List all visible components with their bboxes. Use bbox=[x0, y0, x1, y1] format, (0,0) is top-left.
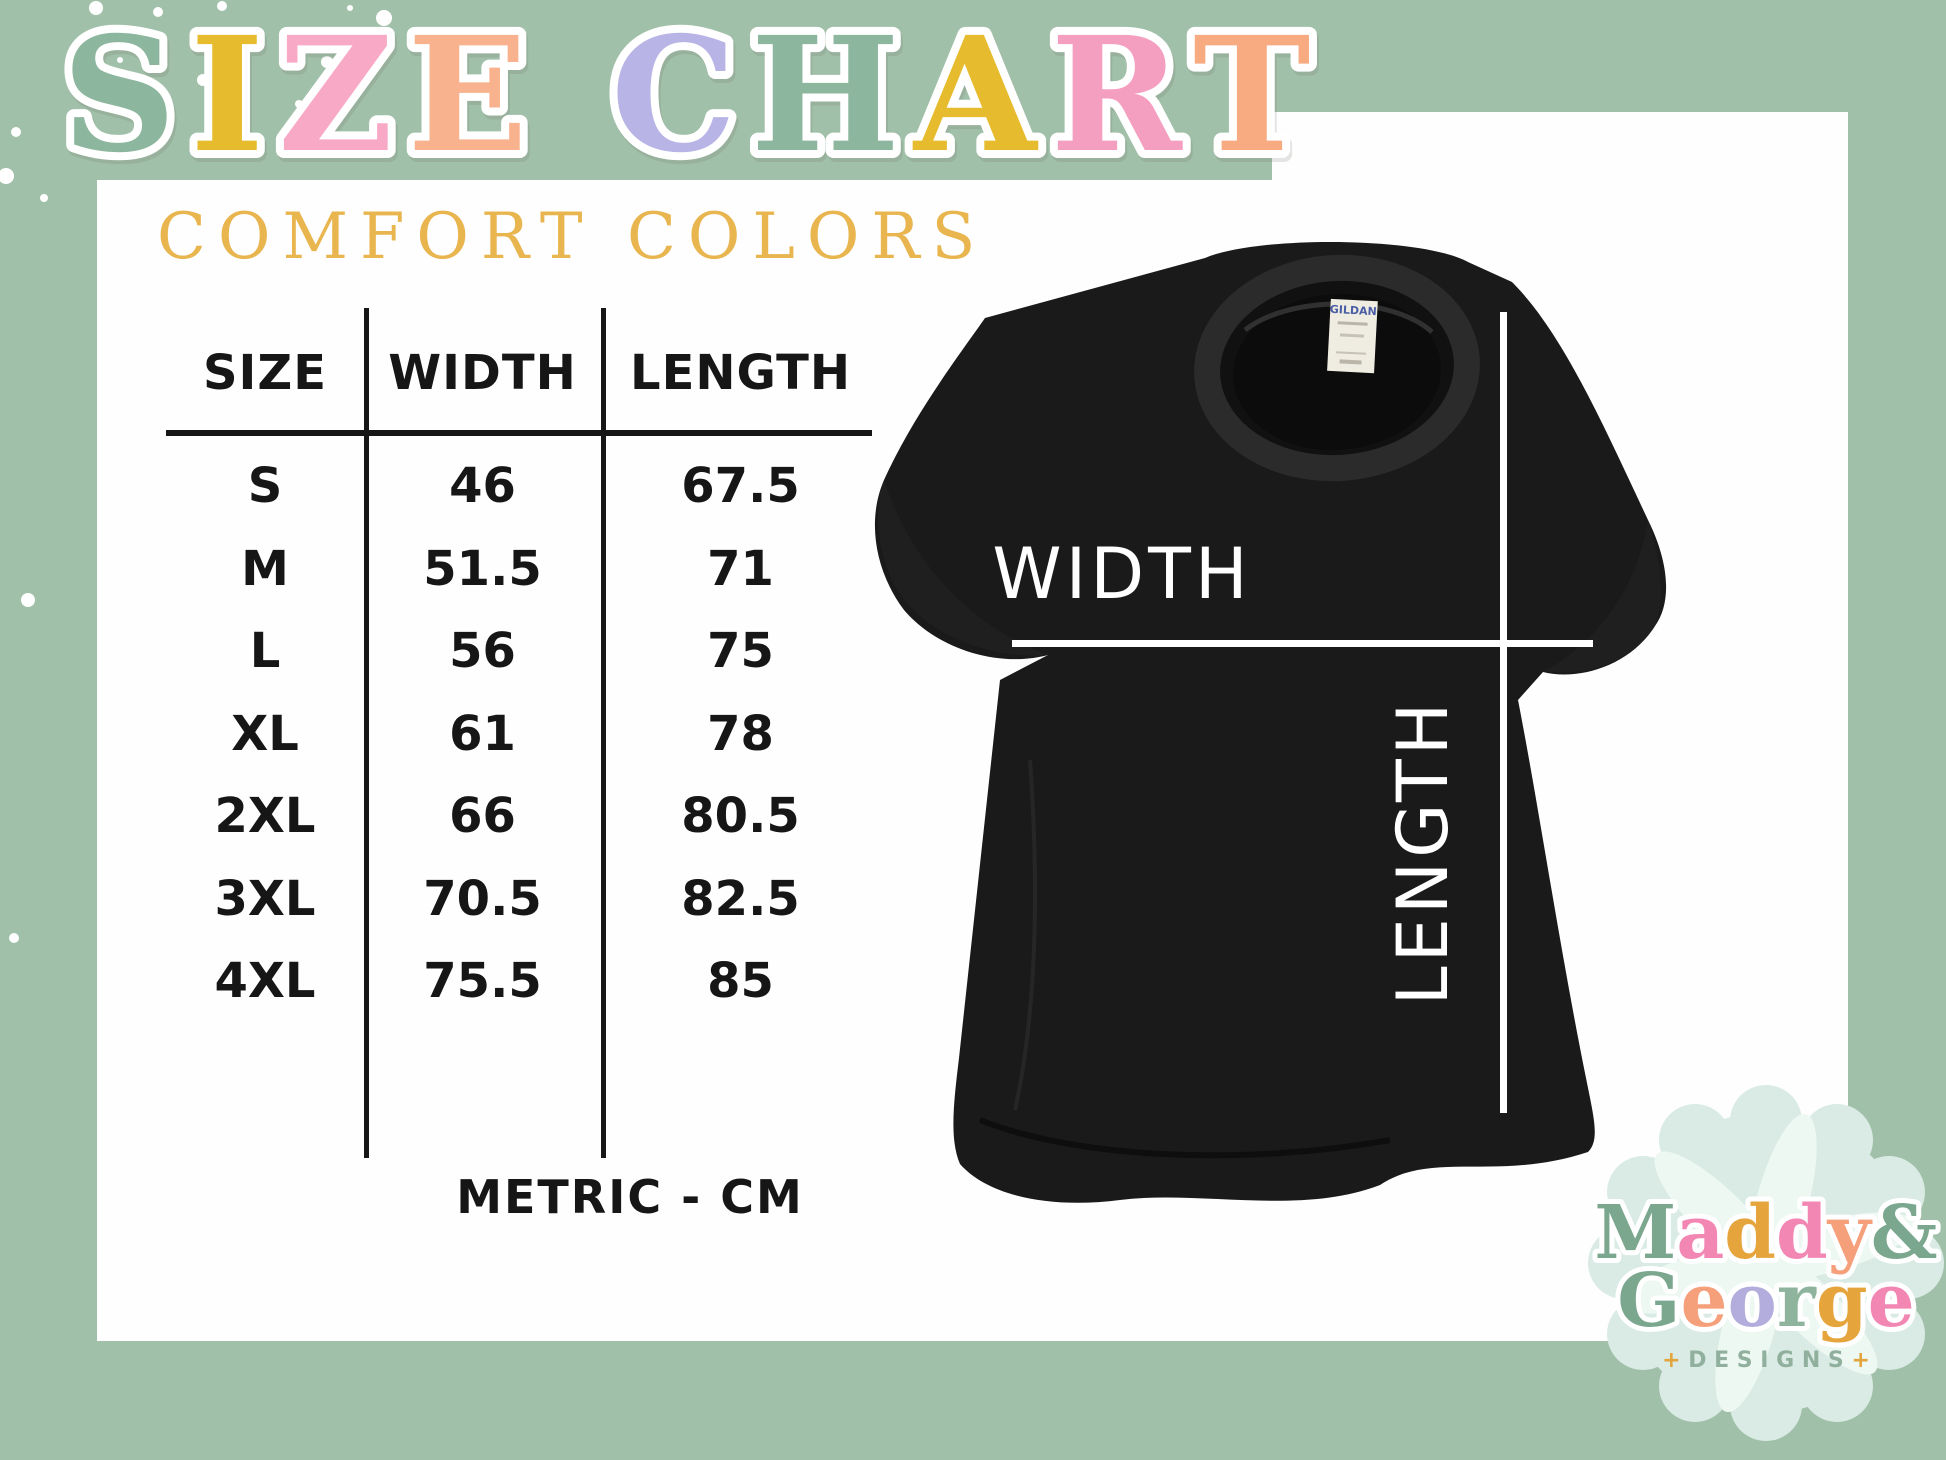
table-cell: 70.5 bbox=[423, 870, 542, 927]
table-header-underline bbox=[166, 430, 872, 436]
table-row: L 56 75 bbox=[166, 610, 880, 693]
table-cell: 78 bbox=[707, 705, 774, 762]
subtitle-brand: COMFORT COLORS bbox=[157, 200, 988, 274]
splatter-dot bbox=[89, 1, 103, 15]
table-divider-vertical-1 bbox=[364, 308, 369, 1158]
table-divider-vertical-2 bbox=[601, 308, 606, 1158]
table-row: 3XL 70.5 82.5 bbox=[166, 858, 880, 941]
splatter-dot bbox=[9, 933, 19, 943]
splatter-dot bbox=[21, 593, 35, 607]
splatter-dot bbox=[423, 63, 433, 73]
table-cell: 4XL bbox=[214, 953, 316, 1010]
size-table-rows: S 46 67.5 M 51.5 71 L 56 75 XL 61 78 2XL 66 80.5 3XL 70.… bbox=[166, 445, 880, 1023]
fabric-wrinkle bbox=[978, 1117, 1391, 1159]
table-cell: 56 bbox=[449, 623, 516, 680]
logo-designs-label: + D E S I G N S + bbox=[1662, 1348, 1870, 1373]
table-cell: 80.5 bbox=[681, 788, 800, 845]
table-cell: L bbox=[249, 623, 281, 680]
title-green-backdrop bbox=[97, 112, 1272, 180]
length-measure-line bbox=[1500, 312, 1507, 1113]
column-header-width: WIDTH bbox=[388, 345, 577, 401]
splatter-dot bbox=[347, 5, 353, 11]
table-header-row: SIZE WIDTH LENGTH bbox=[166, 345, 880, 401]
table-cell: S bbox=[247, 458, 283, 515]
splatter-dot bbox=[457, 37, 463, 43]
column-header-length: LENGTH bbox=[629, 345, 851, 401]
logo-name-line2: George bbox=[1617, 1258, 1915, 1344]
splatter-dot bbox=[321, 56, 333, 68]
tshirt-photo: GILDAN WIDTH LENGTH bbox=[874, 241, 1667, 1203]
table-cell: 66 bbox=[449, 788, 516, 845]
table-cell: 3XL bbox=[214, 870, 316, 927]
table-row: XL 61 78 bbox=[166, 693, 880, 776]
table-row: S 46 67.5 bbox=[166, 445, 880, 528]
table-cell: XL bbox=[231, 705, 299, 762]
splatter-dot bbox=[11, 127, 21, 137]
table-cell: 51.5 bbox=[423, 540, 542, 597]
splatter-dot bbox=[117, 57, 123, 63]
table-row: 4XL 75.5 85 bbox=[166, 940, 880, 1023]
splatter-dot bbox=[197, 74, 209, 86]
splatter-dot bbox=[40, 194, 48, 202]
width-measure-line bbox=[1012, 640, 1593, 647]
designer-logo: Maddy& George + D E S I G N S + bbox=[1588, 1085, 1944, 1441]
logo-flower-icon bbox=[1616, 1113, 1916, 1413]
table-cell: 61 bbox=[449, 705, 516, 762]
splatter-dot bbox=[153, 7, 163, 17]
splatter-dot bbox=[295, 100, 303, 108]
splatter-dot bbox=[0, 168, 14, 184]
table-cell: M bbox=[241, 540, 289, 597]
table-row: M 51.5 71 bbox=[166, 528, 880, 611]
table-cell: 2XL bbox=[214, 788, 316, 845]
table-cell: 75 bbox=[707, 623, 774, 680]
length-label: LENGTH bbox=[1382, 699, 1464, 1006]
fabric-wrinkle bbox=[1013, 759, 1037, 1111]
table-cell: 75.5 bbox=[423, 953, 542, 1010]
table-cell: 67.5 bbox=[681, 458, 800, 515]
page-title-text: SIZE CHART bbox=[62, 3, 1325, 188]
splatter-dot bbox=[376, 10, 392, 26]
width-label: WIDTH bbox=[992, 533, 1251, 615]
collar-hole bbox=[1233, 293, 1441, 451]
page-title: SIZE CHART bbox=[54, 0, 1325, 196]
table-cell: 82.5 bbox=[681, 870, 800, 927]
logo-name-line1: Maddy& bbox=[1594, 1190, 1937, 1276]
splatter-dot bbox=[217, 1, 227, 11]
table-row: 2XL 66 80.5 bbox=[166, 775, 880, 858]
fabric-shading bbox=[877, 480, 1048, 656]
neck-tag: GILDAN bbox=[1327, 298, 1378, 374]
table-cell: 46 bbox=[449, 458, 516, 515]
column-header-size: SIZE bbox=[202, 345, 328, 401]
fabric-shading bbox=[1545, 520, 1661, 673]
tshirt-body bbox=[874, 241, 1667, 1203]
table-cell: 71 bbox=[707, 540, 774, 597]
table-cell: 85 bbox=[707, 953, 774, 1010]
tag-brand-label: GILDAN bbox=[1329, 303, 1377, 318]
units-note: METRIC - CM bbox=[456, 1170, 804, 1224]
